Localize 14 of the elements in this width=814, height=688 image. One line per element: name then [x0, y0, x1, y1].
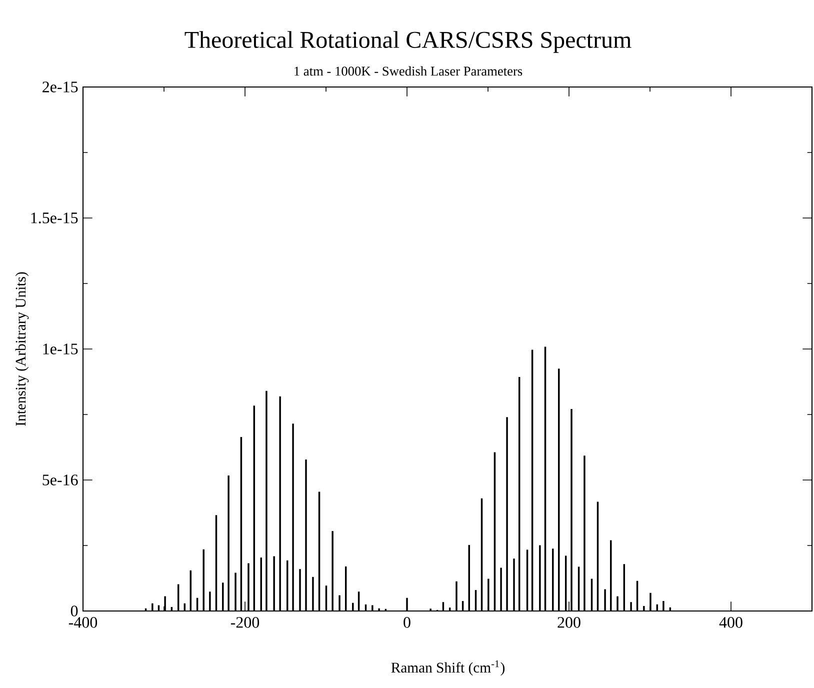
- x-axis-title: Raman Shift (cm$^{-1}$): [391, 660, 505, 676]
- x-tick-label: 400: [719, 617, 742, 628]
- y-tick-label: 0: [70, 606, 78, 616]
- x-tick-label: 0: [404, 617, 410, 628]
- y-axis-title: Intensity (Arbitrary Units): [15, 272, 29, 426]
- x-tick-label: -400: [68, 617, 98, 628]
- y-tick-label: 5e-16: [42, 474, 78, 486]
- chart-subtitle: 1 atm - 1000K - Swedish Laser Parameters: [294, 66, 522, 76]
- x-tick-label: 200: [558, 617, 580, 628]
- x-tick-label: -200: [230, 617, 260, 628]
- chart-title: Theoretical Rotational CARS/CSRS Spectrum: [184, 31, 632, 53]
- y-tick-label: 1e-15: [43, 344, 78, 354]
- y-tick-label: 1.5e-15: [31, 212, 78, 224]
- y-tick-label: 2e-15: [42, 82, 78, 92]
